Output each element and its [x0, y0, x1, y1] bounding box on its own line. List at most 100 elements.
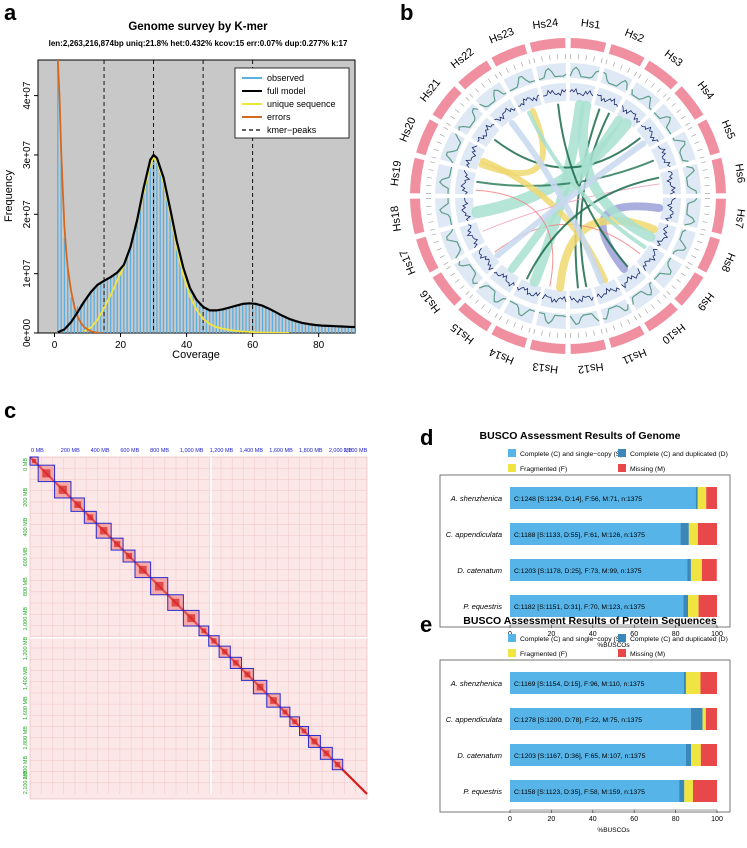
kmer-subtitle: len:2,263,216,874bp uniq:21.8% het:0.432… — [49, 39, 348, 48]
density-line — [461, 197, 472, 222]
ideogram-Hs15 — [458, 302, 492, 332]
scale-tick — [494, 74, 498, 79]
scale-tick — [443, 262, 449, 266]
density-line — [569, 88, 594, 97]
scale-tick — [481, 304, 485, 309]
legend-text-unique: unique sequence — [267, 99, 336, 109]
scale-tick — [528, 327, 531, 333]
hic-block-core — [211, 638, 217, 644]
scale-tick — [460, 103, 465, 107]
hic-left-axis-label: 1,600 MB — [23, 696, 29, 720]
gc-track — [594, 279, 623, 305]
hic-block-outline — [279, 706, 291, 718]
synteny-link — [476, 159, 654, 187]
ideogram-Hs3 — [644, 60, 678, 90]
hic-top-axis-label: 1,400 MB — [239, 448, 263, 454]
scale-tick — [481, 83, 485, 88]
scale-tick — [676, 279, 681, 283]
busco-legend-text: Complete (C) and single−copy (S) — [520, 636, 623, 643]
busco-bar-label: C:1248 [S:1234, D:14], F:56, M:71, n:137… — [514, 496, 642, 503]
busco-legend-text: Complete (C) and single−copy (S) — [520, 451, 623, 458]
busco-x-tick-label: 20 — [548, 816, 556, 823]
scale-tick — [433, 240, 439, 244]
repeat-density-line — [603, 71, 628, 91]
gc-track — [459, 141, 485, 170]
busco-category-label: A. shenzhenica — [450, 494, 502, 503]
scale-tick — [498, 71, 502, 77]
repeat-density-line — [438, 166, 453, 194]
scale-tick — [513, 64, 516, 70]
x-tick-label: 0 — [52, 340, 58, 351]
hic-left-axis-label: 1,000 MB — [23, 607, 29, 631]
hic-block-core — [301, 728, 307, 734]
hic-block-core — [233, 660, 239, 666]
scale-tick — [431, 156, 437, 159]
hic-block-core — [187, 614, 196, 623]
panel-label-c: c — [4, 398, 16, 423]
ideogram-Hs14 — [491, 325, 528, 348]
ideogram-Hs23 — [491, 44, 528, 67]
scale-tick — [662, 93, 667, 98]
density-line — [518, 95, 540, 107]
x-tick-label: 40 — [181, 340, 193, 351]
repeat-density-line — [672, 229, 687, 255]
repeat-density-line — [569, 312, 600, 326]
hic-block-outline — [167, 594, 184, 611]
busco-bar-segment — [690, 559, 702, 581]
scale-tick — [676, 109, 681, 113]
y-tick-label: 3e+07 — [22, 140, 33, 169]
scale-tick — [612, 325, 616, 331]
busco-genome-title: BUSCO Assessment Results of Genome — [480, 430, 681, 442]
hic-block-outline — [198, 625, 210, 637]
scale-tick — [702, 221, 708, 223]
busco-bar-segment — [679, 780, 685, 802]
busco-bar-segment — [683, 672, 686, 694]
hic-block-core — [292, 719, 298, 725]
kmer-legend: observed full model unique sequence erro… — [234, 67, 350, 139]
chromosome-label: Hs11 — [620, 346, 648, 367]
density-line — [493, 272, 515, 287]
chromosome-label: Hs15 — [449, 321, 477, 346]
chromosome-label: Hs21 — [418, 77, 443, 105]
busco-x-tick-label: 60 — [630, 631, 638, 638]
hic-top-axis-label: 1,800 MB — [299, 448, 323, 454]
hic-panel: c 0 MB0 MB 200 MB 200 MB 400 MB 400 MB 600 MB… — [4, 398, 368, 800]
ideogram-Hs16 — [432, 272, 462, 306]
hic-block-outline — [122, 549, 136, 563]
scale-tick — [697, 148, 703, 152]
hic-block-core — [244, 671, 251, 678]
chromosome-label: Hs5 — [719, 118, 738, 141]
scale-tick — [593, 330, 595, 336]
busco-bar-segment — [692, 780, 717, 802]
busco-bar-segment — [684, 780, 693, 802]
busco-bar-segment — [701, 559, 717, 581]
repeat-density-line — [479, 89, 507, 108]
scale-tick — [549, 331, 551, 337]
chromosome-label: Hs12 — [577, 360, 604, 375]
hic-block-core — [99, 526, 108, 535]
density-line — [460, 169, 471, 195]
scale-tick — [691, 255, 697, 258]
ideogram-Hs21 — [432, 86, 462, 120]
hic-block-outline — [182, 609, 200, 627]
scale-tick — [634, 315, 638, 321]
scale-tick — [697, 240, 703, 244]
density-line — [596, 287, 620, 299]
hic-block-core — [87, 514, 94, 521]
ideogram-Hs6 — [711, 157, 726, 194]
scale-tick — [430, 161, 436, 164]
hic-block-core — [201, 628, 207, 634]
gene-density-track — [453, 256, 484, 289]
ideogram-Hs9 — [674, 272, 704, 306]
scale-tick — [520, 325, 524, 331]
hic-block-core — [256, 683, 264, 691]
chromosome-label: Hs10 — [660, 321, 688, 346]
chromosome-label: Hs17 — [398, 248, 419, 276]
busco-genome-panel: d BUSCO Assessment Results of Genome Com… — [420, 425, 731, 649]
scale-tick — [498, 315, 502, 321]
scale-tick — [475, 299, 479, 304]
y-tick-label: 0e+00 — [22, 319, 33, 348]
repeat-density-line — [458, 260, 478, 285]
busco-x-tick-label: 80 — [672, 816, 680, 823]
ideogram-Hs4 — [674, 86, 704, 120]
